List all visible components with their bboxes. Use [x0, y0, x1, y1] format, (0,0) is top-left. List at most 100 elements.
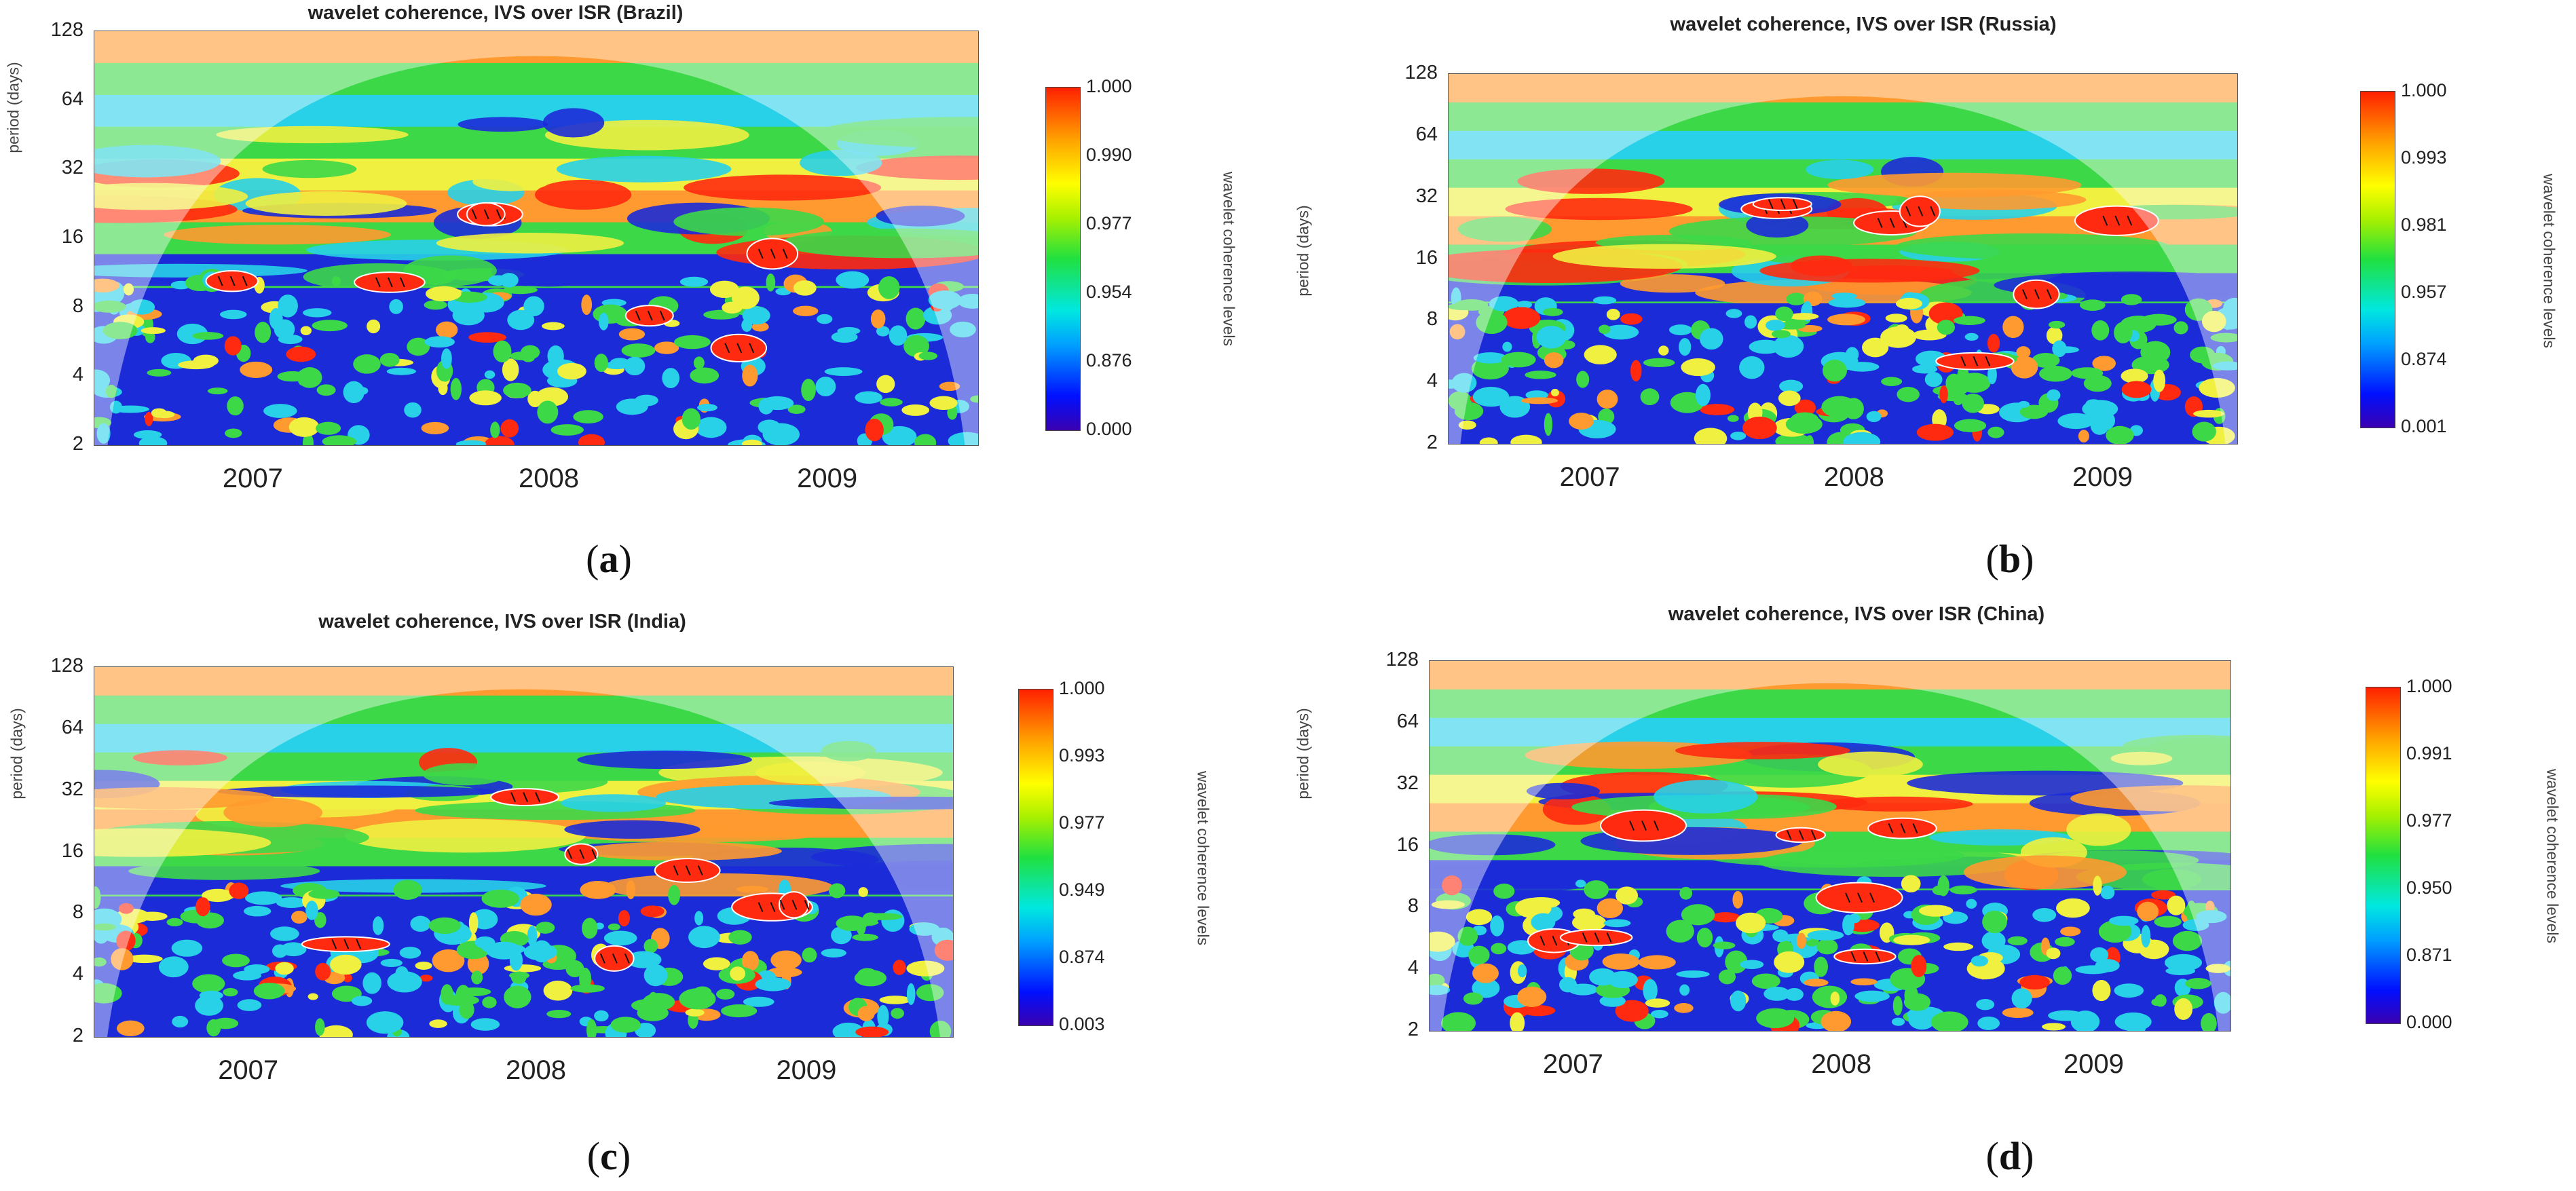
coherence-heatmap: [1429, 660, 2231, 1032]
x-tick-label: 2007: [218, 1055, 279, 1085]
coherence-blob: [2042, 1023, 2066, 1031]
coherence-blob: [1827, 314, 1865, 326]
coherence-blob: [2017, 400, 2030, 409]
phase-arrow: [1985, 356, 1991, 366]
coherence-blob: [901, 404, 930, 416]
coherence-blob: [2046, 326, 2063, 345]
coherence-blob: [1572, 913, 1607, 932]
coherence-blob: [94, 957, 107, 967]
y-tick-label: 64: [61, 716, 83, 738]
coherence-blob: [94, 923, 116, 931]
phase-arrow: [1863, 951, 1869, 962]
coherence-blob: [876, 326, 890, 337]
coherence-blob: [933, 930, 944, 945]
coherence-blob: [116, 1020, 145, 1037]
coherence-blob: [1699, 328, 1723, 350]
phase-arrow: [1905, 206, 1911, 216]
coherence-blob: [343, 381, 365, 404]
phase-arrow: [804, 899, 810, 910]
coherence-blob: [697, 404, 717, 412]
coherence-blob: [1569, 413, 1594, 430]
coherence-blob: [94, 183, 248, 210]
coherence-blob: [802, 947, 817, 963]
y-tick-label: 8: [1407, 895, 1419, 918]
coherence-blob: [2098, 920, 2132, 943]
coherence-blob: [758, 419, 781, 435]
coherence-blob: [564, 820, 701, 839]
coherence-blob: [223, 797, 323, 827]
coherence-blob: [2100, 886, 2115, 900]
coherence-blob: [192, 974, 225, 994]
y-tick-label: 8: [72, 901, 83, 924]
coherence-blob: [255, 322, 272, 343]
coherence-blob: [2141, 925, 2151, 948]
coherence-blob: [471, 970, 483, 985]
coherence-blob: [543, 981, 573, 1001]
coherence-blob: [743, 996, 774, 1007]
coherence-blob: [2172, 930, 2203, 951]
coherence-blob: [662, 368, 680, 389]
phase-arrow: [770, 248, 776, 259]
coherence-blob: [111, 948, 134, 970]
phase-arrow: [2047, 289, 2052, 300]
coherence-blob: [1821, 1010, 1852, 1031]
y-axis-label: period (days): [1294, 708, 1312, 799]
coherence-blob: [1848, 913, 1861, 924]
coherence-blob: [1794, 399, 1816, 416]
phase-arrow: [791, 899, 798, 910]
coherence-blob: [1805, 435, 1814, 444]
coherence-blob: [1603, 919, 1631, 928]
coherence-blob: [536, 922, 555, 934]
coherence-blob: [343, 973, 352, 983]
phase-arrow: [624, 953, 630, 964]
coherence-blob: [581, 295, 593, 315]
colorbar-tick-label: 0.949: [1059, 880, 1105, 900]
phase-arrow: [1875, 951, 1881, 962]
coherence-blob: [315, 421, 341, 435]
colorbar-label: wavelet coherence levels: [1194, 771, 1212, 945]
coherence-blob: [2121, 368, 2148, 383]
coherence-blob: [605, 361, 629, 370]
coherence-blob: [1830, 991, 1840, 1006]
coherence-blob: [1679, 338, 1692, 356]
coherence-blob: [286, 346, 316, 362]
phase-arrow: [510, 792, 516, 802]
coherence-blob: [1520, 397, 1558, 404]
coherence-blob: [594, 354, 608, 372]
coherence-blob: [1727, 415, 1739, 422]
coherence-blob: [1736, 912, 1766, 934]
coherence-blob: [2092, 979, 2111, 1002]
coherence-blob: [836, 271, 870, 289]
y-tick-label: 4: [72, 364, 83, 386]
coherence-blob: [275, 962, 294, 975]
coherence-blob: [2090, 947, 2109, 963]
phase-arrow: [1594, 932, 1600, 943]
coherence-blob: [893, 960, 906, 975]
coherence-blob: [500, 419, 519, 438]
heatmap-field: [94, 31, 978, 445]
coherence-blob: [934, 939, 953, 961]
coherence-blob: [441, 994, 479, 1006]
coherence-blob: [2185, 978, 2211, 989]
y-tick-label: 2: [72, 1025, 83, 1046]
coherence-blob: [102, 322, 138, 339]
coherence-blob: [793, 280, 817, 296]
coherence-blob: [504, 985, 531, 1008]
coherence-blob: [1679, 984, 1690, 996]
coherence-blob: [1536, 325, 1567, 349]
coherence-blob: [1866, 411, 1882, 422]
coherence-blob: [580, 880, 616, 899]
coherence-blob: [1430, 973, 1445, 987]
chart-title: wavelet coherence, IVS over ISR (Russia): [1670, 14, 2057, 35]
coherence-blob: [229, 882, 249, 899]
phase-arrow: [599, 953, 605, 964]
coherence-blob: [580, 842, 782, 861]
coherence-blob: [509, 351, 536, 361]
coherence-blob: [599, 312, 609, 330]
coherence-blob: [2078, 430, 2089, 443]
coherence-blob: [272, 944, 288, 958]
coherence-blob: [1430, 985, 1451, 996]
coherence-blob: [470, 1018, 500, 1031]
coherence-blob: [948, 432, 978, 445]
coherence-blob: [1730, 990, 1747, 1012]
